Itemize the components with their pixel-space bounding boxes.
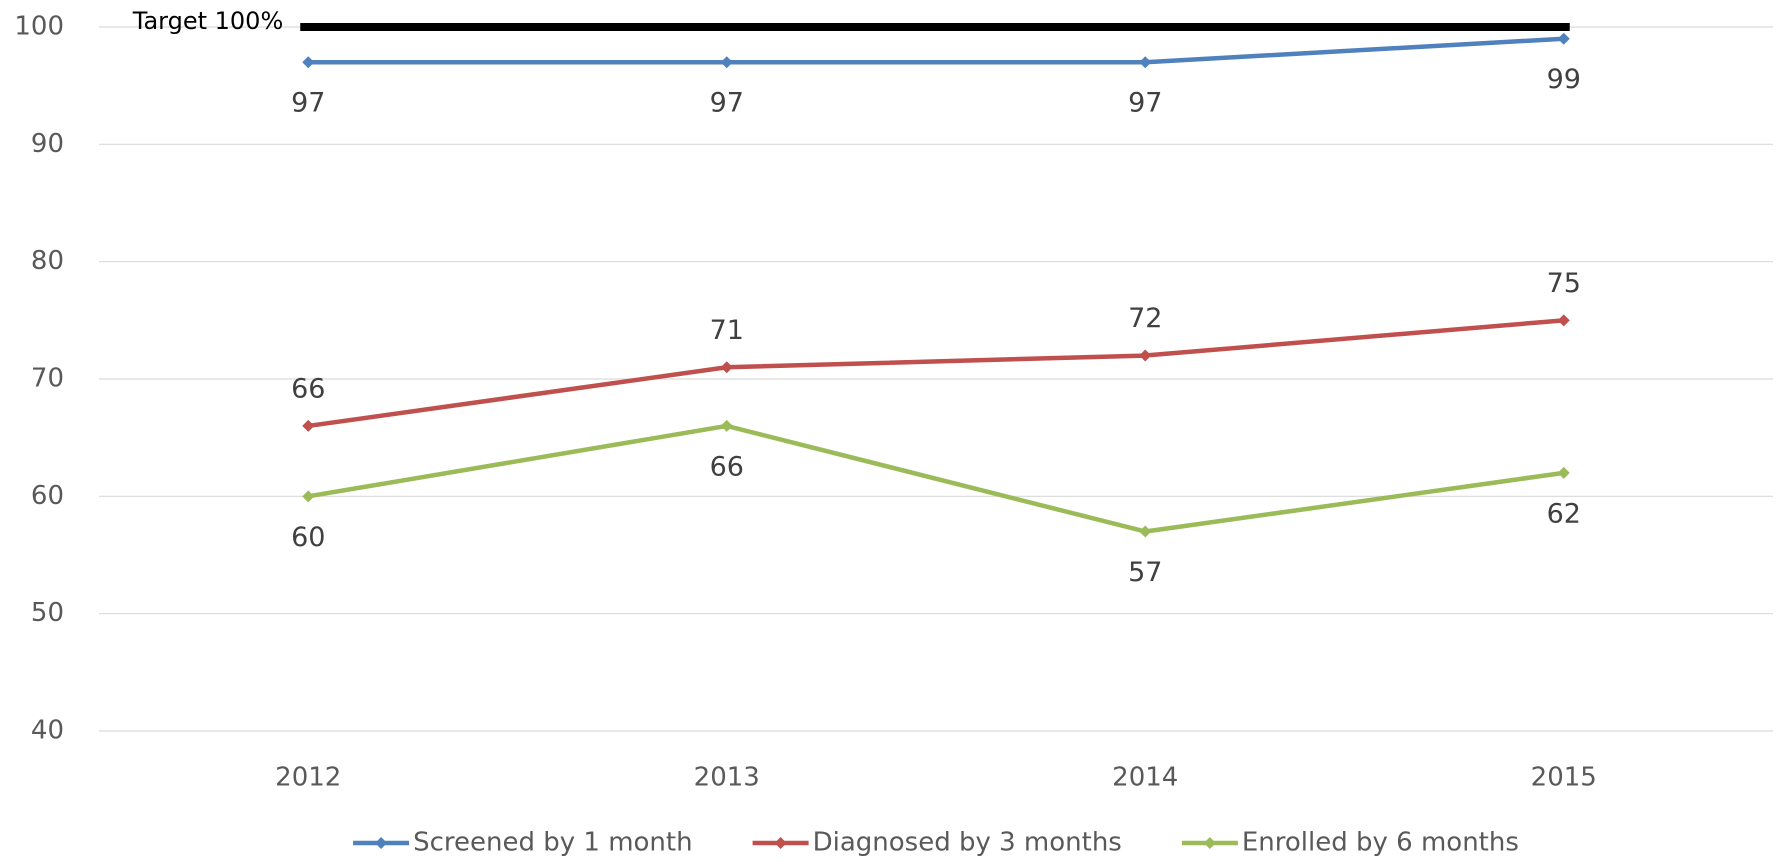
point-marker xyxy=(720,361,733,374)
legend: Screened by 1 month Diagnosed by 3 months… xyxy=(353,828,1519,858)
point-marker xyxy=(1139,349,1152,362)
y-tick-label: 90 xyxy=(31,129,64,159)
point-marker xyxy=(302,419,315,432)
data-label: 66 xyxy=(291,373,325,404)
data-label: 72 xyxy=(1128,303,1162,334)
y-tick-label: 70 xyxy=(31,364,64,394)
data-label: 97 xyxy=(291,88,325,119)
y-tick-label: 100 xyxy=(14,12,64,42)
point-marker xyxy=(1557,32,1570,45)
y-tick-label: 50 xyxy=(31,598,64,628)
data-label: 66 xyxy=(710,451,744,482)
legend-marker xyxy=(375,837,388,849)
data-label: 60 xyxy=(291,522,325,553)
x-tick-label: 2012 xyxy=(275,763,341,793)
data-label: 99 xyxy=(1547,64,1581,95)
point-marker xyxy=(302,490,315,503)
x-tick-label: 2013 xyxy=(694,763,760,793)
series-line xyxy=(307,423,1565,534)
data-label: 57 xyxy=(1128,557,1162,588)
y-tick-label: 80 xyxy=(31,246,64,276)
legend-marker xyxy=(774,837,787,849)
target-label: Target 100% xyxy=(132,7,284,35)
data-label: 62 xyxy=(1547,498,1581,529)
point-marker xyxy=(720,56,733,69)
point-marker xyxy=(302,56,315,69)
x-tick-label: 2014 xyxy=(1112,763,1178,793)
point-marker xyxy=(1139,525,1152,538)
data-label: 97 xyxy=(710,88,744,119)
point-marker xyxy=(1557,314,1570,327)
x-tick-label: 2015 xyxy=(1531,763,1597,793)
data-label: 71 xyxy=(710,315,744,346)
legend-marker xyxy=(1203,837,1216,849)
legend-label: Diagnosed by 3 months xyxy=(813,828,1122,858)
y-tick-label: 60 xyxy=(31,481,64,511)
point-marker xyxy=(1139,56,1152,69)
point-marker xyxy=(1557,466,1570,479)
legend-label: Screened by 1 month xyxy=(413,828,693,858)
series-line xyxy=(308,36,1564,65)
legend-label: Enrolled by 6 months xyxy=(1242,828,1519,858)
series-line xyxy=(307,318,1564,429)
data-label: 75 xyxy=(1547,268,1581,299)
y-tick-label: 40 xyxy=(31,716,64,746)
data-label: 97 xyxy=(1128,88,1162,119)
point-marker xyxy=(720,419,733,432)
